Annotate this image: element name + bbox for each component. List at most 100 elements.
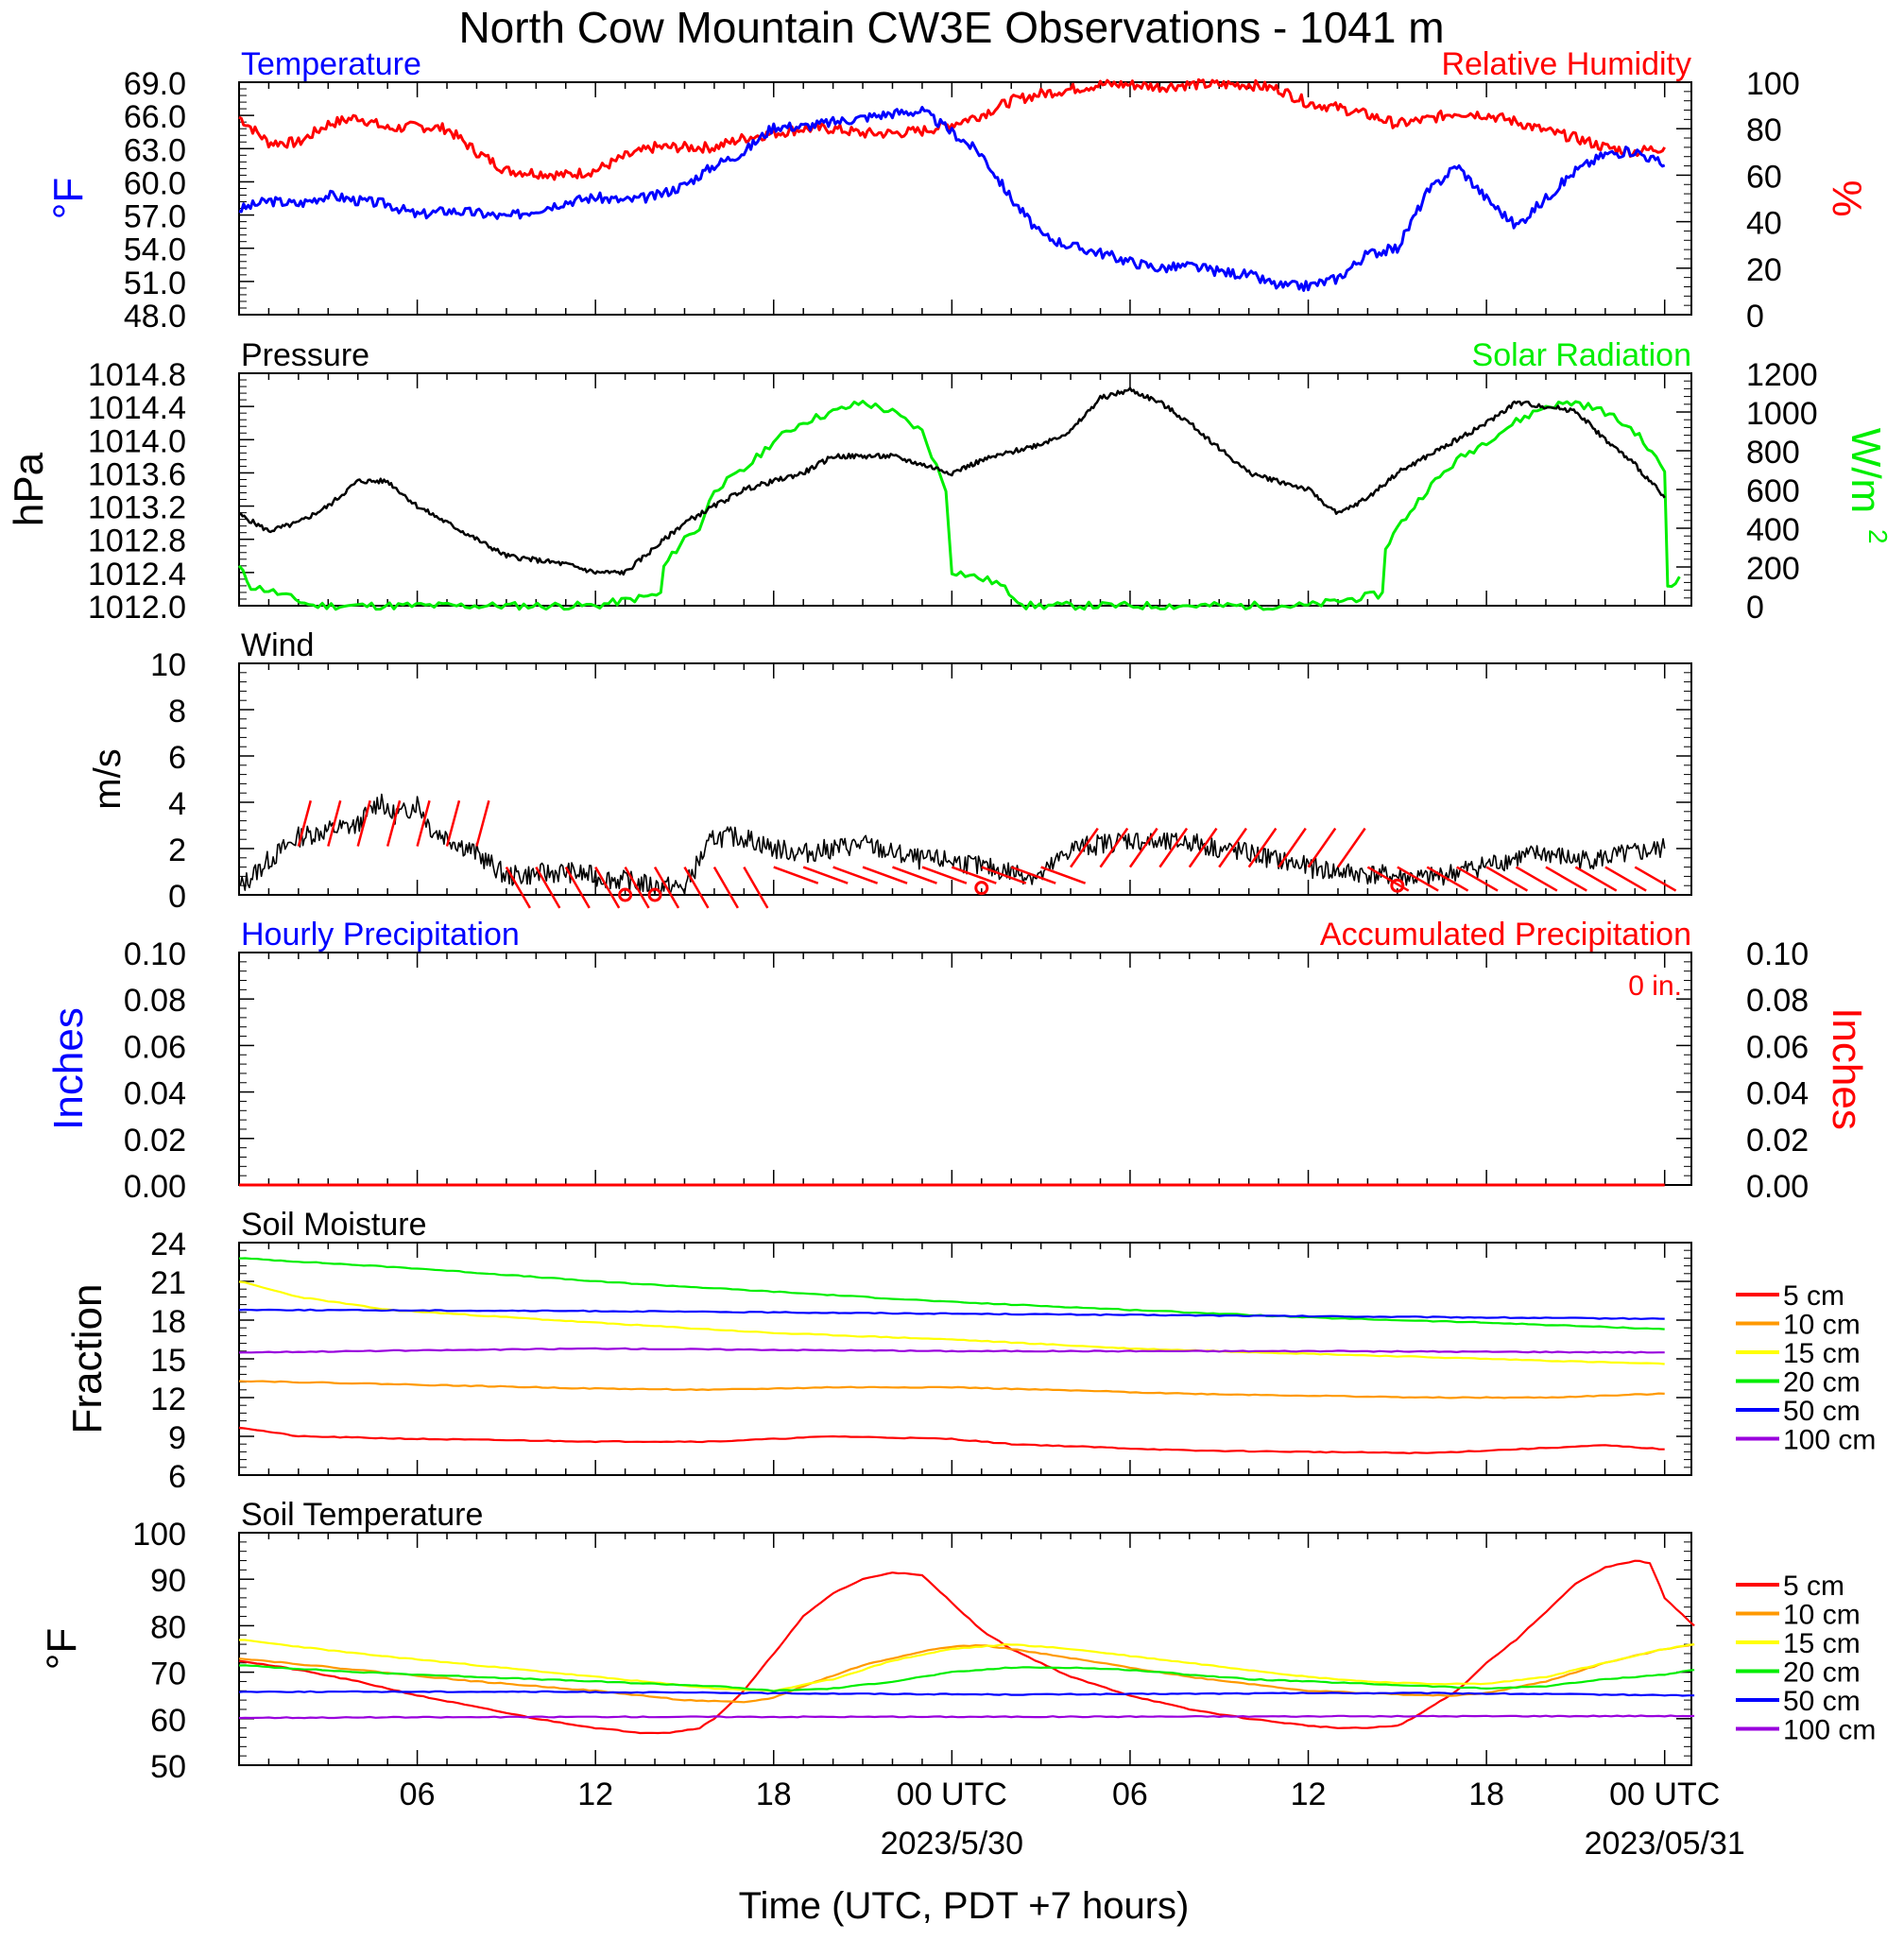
plot-frame bbox=[238, 662, 1692, 896]
y-tick-label-right: 100 bbox=[1746, 66, 1800, 102]
x-tick-label: 00 UTC bbox=[1609, 1777, 1720, 1812]
wind-stick bbox=[1545, 866, 1587, 892]
solar-title: Solar Radiation bbox=[1472, 337, 1691, 373]
y-tick-label: 90 bbox=[150, 1563, 186, 1599]
wind-stick bbox=[1485, 866, 1529, 892]
wind-stick bbox=[1278, 827, 1307, 868]
soilt-line-3 bbox=[238, 1664, 1695, 1692]
wind-stick bbox=[445, 799, 461, 847]
soilm-line-5 bbox=[238, 1347, 1665, 1354]
y-tick-label: 60.0 bbox=[124, 165, 186, 201]
y-tick-label: 6 bbox=[168, 1459, 186, 1495]
wind-stick bbox=[297, 799, 313, 847]
calm-marker bbox=[618, 887, 633, 902]
wind-stick bbox=[1070, 827, 1099, 868]
panel-temp: 48.051.054.057.060.063.066.069.0 0 20 40 60 8… bbox=[45, 46, 1870, 335]
legend-label: 10 cm bbox=[1783, 1600, 1861, 1631]
solar-unit-superscript: 2 bbox=[1863, 529, 1893, 544]
accum-precip-title: Accumulated Precipitation bbox=[1320, 917, 1691, 953]
x-axis: 06 12 18 00 UTC 2023/5/30 06 12 18 00 UTC 2023/05… bbox=[400, 1777, 1745, 1862]
wind-stick bbox=[475, 799, 490, 847]
soilm-line-2 bbox=[238, 1280, 1665, 1365]
y-tick-label-right: 200 bbox=[1746, 551, 1800, 587]
y-tick-label: 12 bbox=[150, 1382, 186, 1417]
pressure-line bbox=[238, 386, 1666, 576]
y-tick-label-right: 0.00 bbox=[1746, 1169, 1809, 1205]
legend-label: 100 cm bbox=[1783, 1425, 1876, 1456]
pressure-unit: hPa bbox=[6, 452, 52, 526]
y-tick-label: 50 bbox=[150, 1749, 186, 1785]
x-tick-label: 00 UTC bbox=[897, 1777, 1007, 1812]
y-tick-label-right: 20 bbox=[1746, 252, 1782, 288]
wind-stick bbox=[1188, 827, 1218, 868]
y-tick-label: 1012.4 bbox=[88, 557, 186, 592]
wind-stick bbox=[683, 866, 710, 909]
y-tick-label: 60 bbox=[150, 1703, 186, 1739]
y-tick-label-right: 0 bbox=[1746, 299, 1764, 335]
wind-stick bbox=[1158, 827, 1189, 868]
legend-label: 20 cm bbox=[1783, 1657, 1861, 1689]
wind-stick bbox=[1307, 827, 1337, 868]
y-tick-label-right: 0 bbox=[1746, 590, 1764, 626]
legend-label: 5 cm bbox=[1783, 1280, 1844, 1312]
wind-stick bbox=[743, 866, 769, 909]
solar-unit: W/m 2 bbox=[1843, 428, 1893, 544]
y-tick-label: 1014.4 bbox=[88, 390, 186, 426]
wind-stick bbox=[921, 866, 968, 884]
x-tick-date: 2023/05/31 bbox=[1585, 1826, 1745, 1862]
y-tick-label: 21 bbox=[150, 1265, 186, 1301]
legend-label: 15 cm bbox=[1783, 1628, 1861, 1659]
wind-stick bbox=[1218, 827, 1247, 868]
soilt-title: Soil Temperature bbox=[241, 1497, 483, 1533]
y-tick-label: 15 bbox=[150, 1343, 186, 1379]
y-tick-label: 1012.8 bbox=[88, 524, 186, 559]
figure-title: North Cow Mountain CW3E Observations - 1… bbox=[458, 3, 1444, 52]
soilm-unit: Fraction bbox=[64, 1284, 111, 1434]
wind-stick bbox=[773, 866, 819, 884]
humidity-title: Relative Humidity bbox=[1441, 46, 1691, 82]
y-tick-label: 0.10 bbox=[124, 936, 186, 972]
wind-stick bbox=[1247, 827, 1278, 868]
pressure-title: Pressure bbox=[241, 337, 369, 373]
y-tick-label: 1014.0 bbox=[88, 423, 186, 459]
y-tick-label: 6 bbox=[168, 740, 186, 776]
wind-stick bbox=[712, 866, 739, 909]
legend-label: 5 cm bbox=[1783, 1571, 1844, 1602]
y-tick-label-right: 1200 bbox=[1746, 357, 1818, 393]
y-tick-label: 18 bbox=[150, 1304, 186, 1340]
calm-marker bbox=[1390, 878, 1405, 893]
y-tick-label-right: 1000 bbox=[1746, 396, 1818, 432]
wind-stick bbox=[356, 799, 371, 847]
y-tick-label-right: 40 bbox=[1746, 206, 1782, 242]
hourly-precip-title: Hourly Precipitation bbox=[241, 917, 520, 953]
y-tick-label-right: 400 bbox=[1746, 512, 1800, 548]
y-tick-label: 0.08 bbox=[124, 983, 186, 1019]
wind-title: Wind bbox=[241, 627, 314, 663]
temperature-title: Temperature bbox=[241, 46, 421, 82]
plot-frame bbox=[238, 1532, 1692, 1766]
panel-pres: 1012.01012.41012.81013.21013.61014.01014… bbox=[6, 337, 1893, 626]
soilm-line-1 bbox=[238, 1380, 1665, 1399]
y-tick-label-right: 0.06 bbox=[1746, 1029, 1809, 1065]
wind-direction-sticks bbox=[297, 799, 1677, 909]
humidity-line bbox=[238, 77, 1666, 181]
wind-stick bbox=[1604, 866, 1647, 892]
x-tick-label: 12 bbox=[577, 1777, 613, 1812]
soilt-line-5 bbox=[238, 1714, 1695, 1720]
wind-stick bbox=[981, 866, 1027, 884]
y-tick-label: 70 bbox=[150, 1657, 186, 1692]
y-tick-label: 8 bbox=[168, 694, 186, 730]
y-tick-label: 51.0 bbox=[124, 266, 186, 301]
x-axis-title: Time (UTC, PDT +7 hours) bbox=[739, 1885, 1190, 1927]
x-tick-date: 2023/5/30 bbox=[881, 1826, 1023, 1862]
temperature-unit: °F bbox=[45, 178, 92, 219]
wind-stick bbox=[624, 866, 650, 909]
legend-label: 20 cm bbox=[1783, 1367, 1861, 1399]
wind-stick bbox=[1634, 866, 1677, 892]
y-tick-label: 1013.6 bbox=[88, 456, 186, 492]
calm-marker bbox=[647, 887, 662, 902]
